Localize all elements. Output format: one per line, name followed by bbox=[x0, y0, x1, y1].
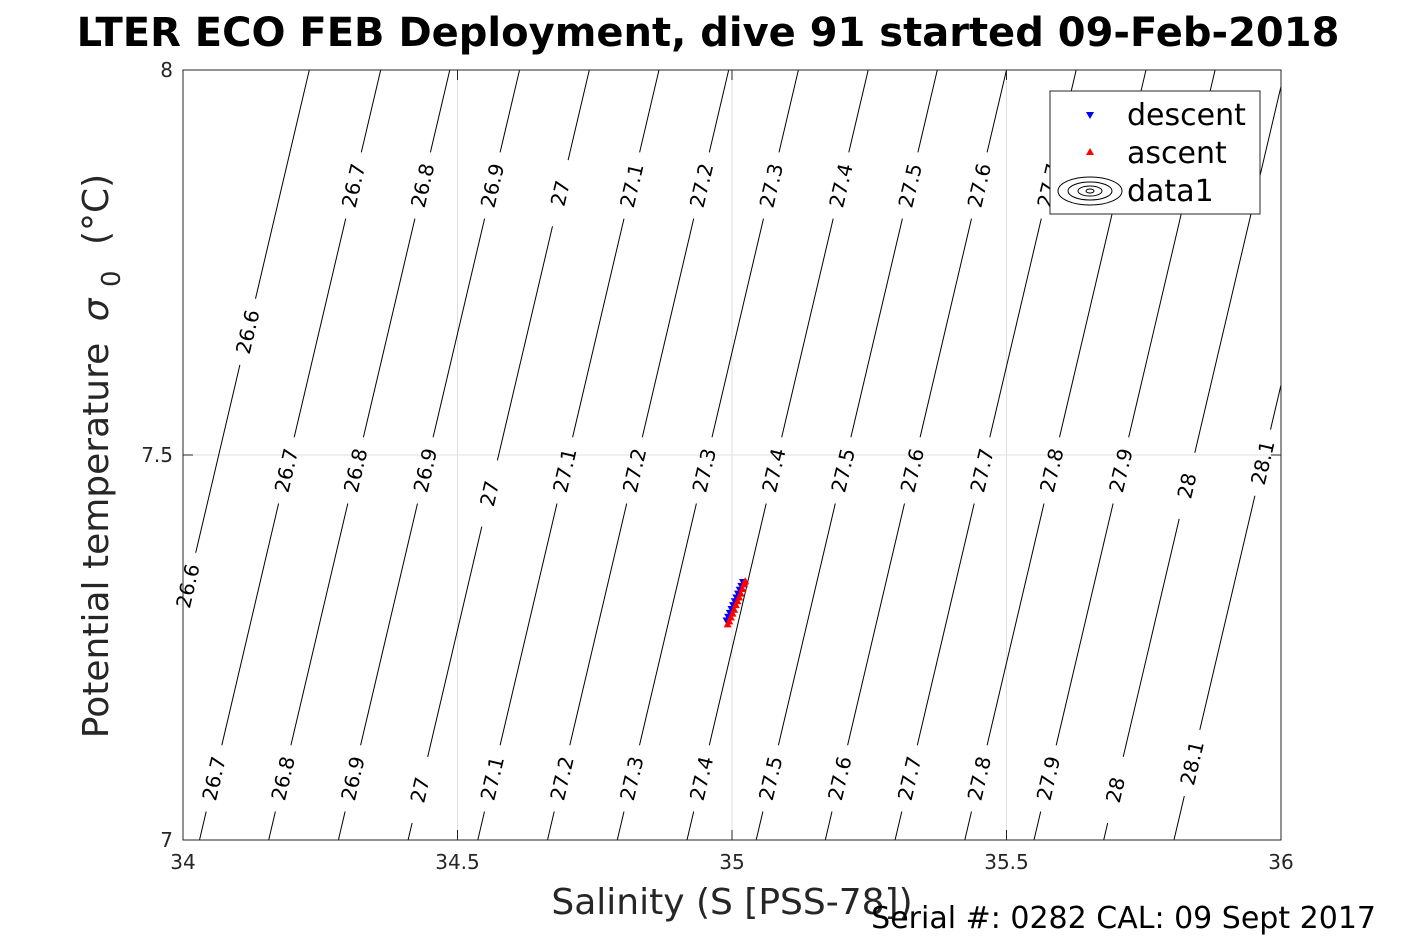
ascent-point bbox=[731, 601, 740, 609]
grid-lines bbox=[183, 70, 1281, 840]
isopycnal-line bbox=[268, 70, 451, 840]
y-tick-label: 7.5 bbox=[141, 443, 173, 467]
isopycnal-line bbox=[337, 70, 521, 840]
isopycnal-line bbox=[686, 70, 869, 840]
ascent-point bbox=[738, 584, 747, 592]
legend-data1-label: data1 bbox=[1127, 174, 1214, 209]
isopycnal-line bbox=[755, 70, 938, 840]
isopycnal-label: 27 bbox=[475, 478, 504, 508]
y-axis-label: Potential temperature σ 0 (°C) bbox=[76, 174, 129, 738]
y-axis-label-text: Potential temperature σ 0 (°C) bbox=[76, 174, 129, 738]
isopycnal-label: 28 bbox=[1101, 775, 1130, 805]
isopycnal-line bbox=[195, 70, 310, 553]
legend-descent-marker bbox=[1086, 112, 1094, 119]
ascent-point bbox=[730, 605, 739, 613]
y-axis-label-sigma: σ bbox=[76, 297, 117, 321]
x-tick-label: 36 bbox=[1268, 850, 1293, 874]
isopycnal-label: 27 bbox=[546, 178, 575, 208]
chart-title: LTER ECO FEB Deployment, dive 91 started… bbox=[77, 10, 1340, 56]
isopycnal-label: 28 bbox=[1172, 471, 1201, 501]
isopycnal-line bbox=[894, 70, 1077, 840]
x-tick-label: 34 bbox=[170, 850, 195, 874]
x-axis-label: Salinity (S [PSS-78]) bbox=[551, 882, 912, 923]
legend: descent ascent data1 bbox=[1049, 90, 1261, 215]
isopycnal-line bbox=[964, 70, 1147, 840]
x-tick-label: 35.5 bbox=[984, 850, 1029, 874]
y-tick-label: 8 bbox=[160, 58, 173, 82]
isopycnal-line bbox=[198, 70, 382, 840]
isopycnal-label: 27 bbox=[405, 775, 434, 805]
isopycnal-line bbox=[1033, 70, 1216, 840]
legend-descent-label: descent bbox=[1127, 98, 1246, 133]
x-tick-label: 34.5 bbox=[435, 850, 480, 874]
y-tick-label: 7 bbox=[160, 828, 173, 852]
isopycnal-line bbox=[616, 70, 799, 840]
y-axis-label-subscript: 0 bbox=[97, 270, 127, 287]
ascent-point bbox=[736, 589, 745, 597]
ascent-point bbox=[735, 593, 744, 601]
profile-data-points bbox=[722, 577, 750, 628]
isopycnal-line bbox=[1173, 382, 1281, 840]
isopycnal-line bbox=[477, 70, 660, 840]
ascent-point bbox=[728, 609, 737, 617]
ascent-point bbox=[733, 597, 742, 605]
legend-ascent-label: ascent bbox=[1127, 136, 1227, 171]
legend-box bbox=[1049, 90, 1261, 215]
serial-cal-footer: Serial #: 0282 CAL: 09 Sept 2017 bbox=[871, 901, 1376, 936]
ascent-point bbox=[725, 617, 734, 625]
ascent-point bbox=[741, 577, 750, 585]
x-tick-label: 35 bbox=[719, 850, 744, 874]
legend-ascent-marker bbox=[1086, 148, 1094, 155]
ascent-point bbox=[726, 613, 735, 621]
y-axis-label-unit: (°C) bbox=[76, 174, 117, 245]
isopycnal-line bbox=[824, 70, 1007, 840]
isopycnal-line bbox=[546, 70, 730, 840]
isopycnal-line bbox=[1103, 84, 1281, 840]
isopycnal-line bbox=[407, 70, 590, 840]
y-axis-label-main: Potential temperature bbox=[76, 343, 117, 738]
legend-contour-icon bbox=[1057, 176, 1123, 206]
density-contours bbox=[195, 70, 1281, 840]
axis-ticks: 34 34.5 35 35.5 36 7 7.5 8 bbox=[141, 58, 1294, 874]
